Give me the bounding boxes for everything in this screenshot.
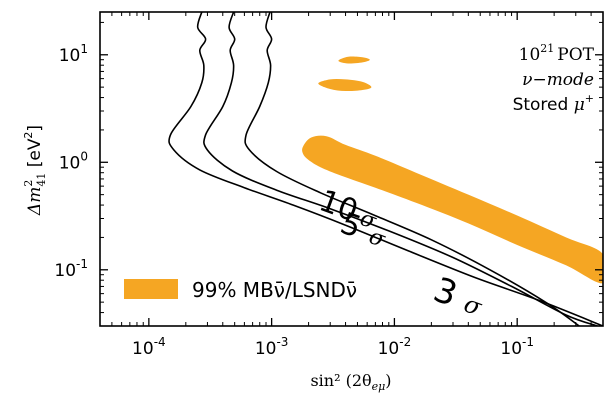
allowed-regions — [302, 56, 603, 284]
plot-frame — [99, 11, 604, 327]
allowed-region-3 — [302, 135, 603, 284]
contour-3-sigma — [244, 12, 580, 326]
contour-5-sigma — [203, 12, 598, 326]
contour-label-3-sigma-symbol: σ — [460, 290, 486, 322]
annotation-mode: ν−mode — [522, 70, 594, 90]
legend-swatch — [124, 279, 178, 299]
x-tick-label: 10-1 — [500, 335, 534, 359]
annotation-stored: Stored μ+ — [513, 92, 594, 115]
allowed-region-1 — [338, 56, 370, 64]
allowed-region-2 — [318, 78, 372, 92]
legend-label: 99% MBν̄/LSNDν̄ — [192, 278, 357, 302]
y-axis-label: Δm241 [eV2] — [22, 125, 48, 216]
x-tick-label: 10-2 — [378, 335, 412, 359]
x-tick-label: 10-3 — [255, 335, 289, 359]
contours — [168, 12, 603, 326]
legend: 99% MBν̄/LSNDν̄ — [124, 278, 357, 302]
annotation: 1021 POT ν−mode Stored μ+ — [513, 42, 595, 115]
y-tick-label: 101 — [59, 42, 88, 66]
y-tick-label: 100 — [59, 149, 88, 173]
axis-ticks: 10-4 10-3 10-2 10-1 101 100 10-1 — [54, 12, 603, 359]
contour-label-3-sigma: 3 σ — [428, 270, 486, 322]
contour-label-3: 3 — [428, 270, 462, 315]
y-tick-label: 10-1 — [54, 257, 88, 281]
contour-10-sigma — [168, 12, 603, 326]
x-tick-label: 10-4 — [132, 335, 166, 359]
annotation-pot: 1021 POT — [519, 42, 595, 65]
x-axis-label: sin² (2θeμ) — [310, 371, 391, 393]
